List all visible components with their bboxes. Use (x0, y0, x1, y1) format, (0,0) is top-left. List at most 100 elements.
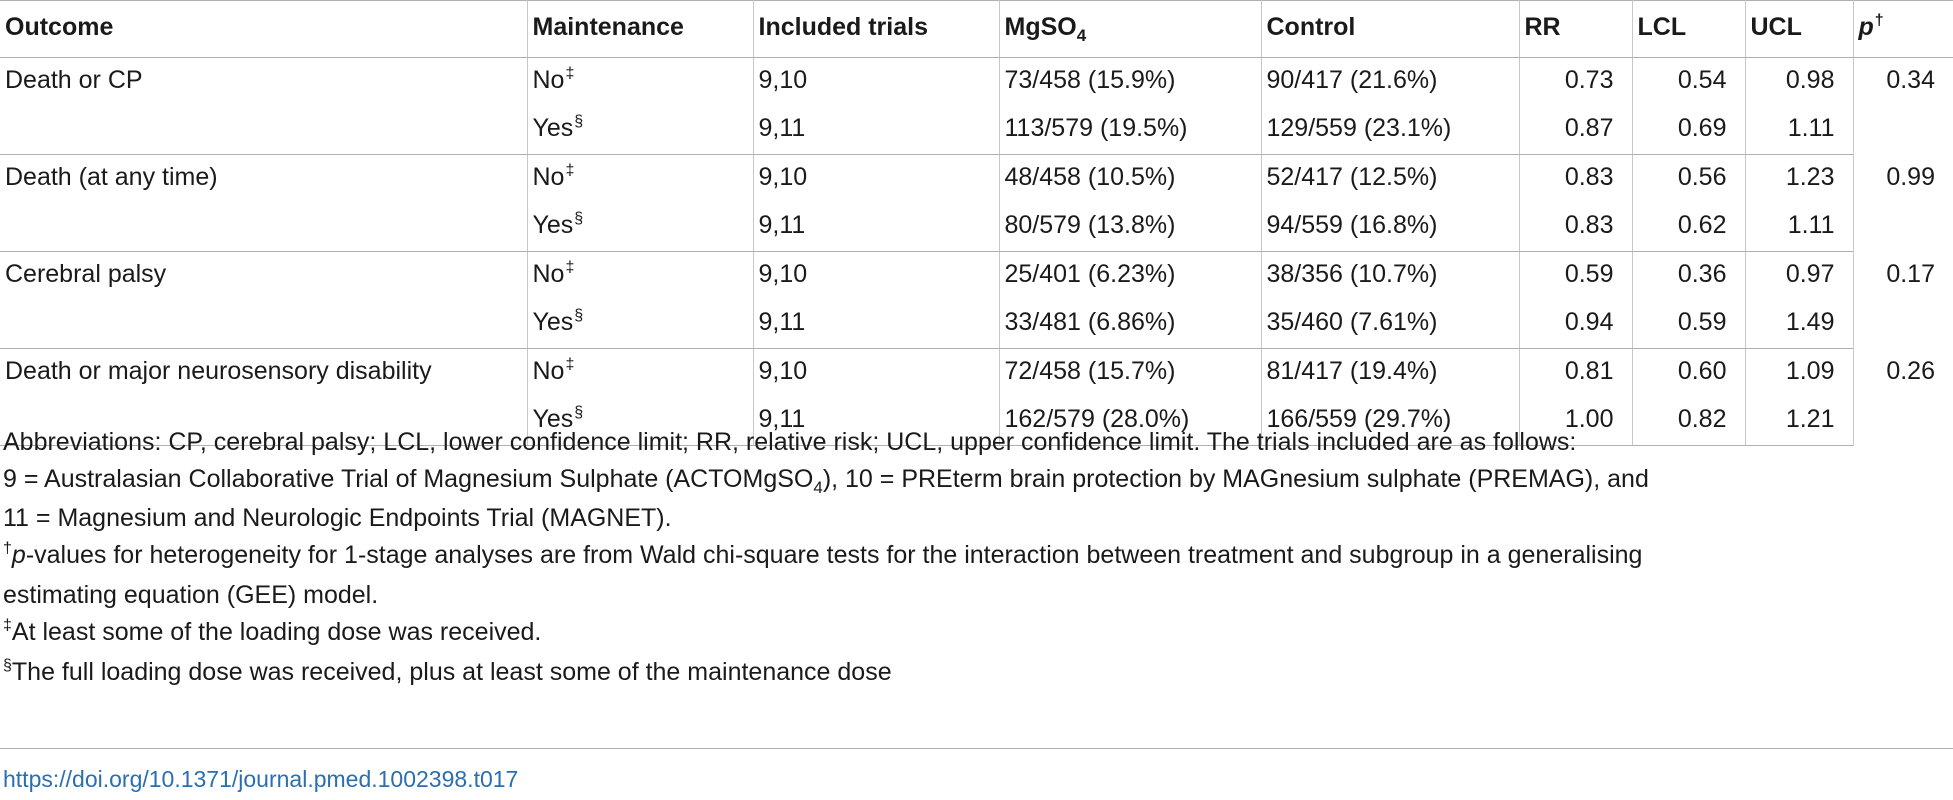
header-mgso4: MgSO4 (998, 0, 1262, 58)
control-cell: 166/559 (29.7%) (1260, 397, 1520, 446)
dagger-note-line1: †p-values for heterogeneity for 1-stage … (3, 537, 1943, 577)
maintenance-value: No (532, 260, 565, 288)
maintenance-value: Yes (532, 405, 574, 433)
ucl-cell: 1.21 (1744, 397, 1853, 446)
p-cell: 0.17 (1852, 251, 1953, 349)
ucl-cell: 1.23 (1744, 154, 1854, 203)
table-row: Death (at any time) No‡ 9,10 48/458 (10.… (0, 154, 1953, 252)
maintenance-value: Yes (532, 114, 574, 142)
maintenance-cell: No‡ (526, 154, 754, 203)
results-table: Outcome Maintenance Included trials MgSO… (0, 0, 1953, 446)
control-cell: 81/417 (19.4%) (1260, 348, 1520, 397)
trials-note-line1: 9 = Australasian Collaborative Trial of … (3, 461, 1943, 500)
outcome-cell: Death or major neurosensory disability (0, 348, 528, 446)
ucl-cell: 1.49 (1744, 300, 1853, 349)
lcl-cell: 0.62 (1631, 203, 1746, 252)
trials-cell: 9,11 (752, 203, 1000, 252)
header-p-text: p (1858, 13, 1874, 41)
mgso4-cell: 73/458 (15.9%) (998, 57, 1262, 106)
mgso4-cell: 25/401 (6.23%) (998, 251, 1262, 300)
ucl-cell: 0.98 (1744, 57, 1854, 106)
abbreviations-note: Abbreviations: CP, cerebral palsy; LCL, … (3, 428, 1577, 456)
doi-link[interactable]: https://doi.org/10.1371/journal.pmed.100… (3, 766, 519, 792)
footnote-mark: § (574, 210, 584, 227)
outcome-group-death-or-major-disability: Death or major neurosensory disability N… (0, 348, 1953, 446)
outcome-cell: Cerebral palsy (0, 251, 528, 349)
control-cell: 90/417 (21.6%) (1260, 57, 1520, 106)
table-footnotes: Abbreviations: CP, cerebral palsy; LCL, … (3, 424, 1943, 694)
header-mgso4-text: MgSO (1004, 13, 1077, 41)
footnote-mark: ‡ (565, 65, 575, 82)
footnote-mark: § (574, 113, 584, 130)
table-row: Yes§ 9,11 33/481 (6.86%) 35/460 (7.61%) … (0, 300, 1953, 349)
p-cell: 0.99 (1852, 154, 1953, 252)
dagger-mark: † (3, 540, 12, 557)
lcl-cell: 0.56 (1631, 154, 1746, 203)
maintenance-cell: Yes§ (527, 203, 754, 252)
footnote-mark: ‡ (565, 356, 575, 373)
ucl-cell: 0.97 (1744, 251, 1854, 300)
maintenance-cell: Yes§ (527, 106, 754, 155)
ddagger-note-text: At least some of the loading dose was re… (11, 618, 542, 646)
dagger-note-text-1: -values for heterogeneity for 1-stage an… (25, 541, 1643, 569)
mgso4-cell: 72/458 (15.7%) (998, 348, 1262, 397)
header-included-trials: Included trials (752, 0, 1000, 58)
mgso4-cell: 48/458 (10.5%) (998, 154, 1262, 203)
maintenance-value: No (532, 66, 565, 94)
footnote-mark: § (574, 404, 584, 421)
control-cell: 129/559 (23.1%) (1260, 106, 1520, 155)
outcome-cell: Death or CP (0, 57, 528, 155)
p-cell: 0.26 (1852, 348, 1953, 446)
mgso4-cell: 33/481 (6.86%) (998, 300, 1262, 349)
lcl-cell: 0.82 (1631, 397, 1746, 446)
lcl-cell: 0.60 (1631, 348, 1746, 397)
table-row: Yes§ 9,11 113/579 (19.5%) 129/559 (23.1%… (0, 106, 1953, 155)
rr-cell: 0.73 (1518, 57, 1633, 106)
header-p-mark: † (1874, 12, 1884, 29)
ucl-cell: 1.11 (1744, 203, 1853, 252)
lcl-cell: 0.36 (1631, 251, 1746, 300)
maintenance-cell: Yes§ (527, 397, 754, 446)
header-lcl: LCL (1631, 0, 1746, 58)
ucl-cell: 1.09 (1744, 348, 1854, 397)
trials-note-text-b: ), 10 = PREterm brain protection by MAGn… (822, 465, 1649, 493)
lcl-cell: 0.69 (1631, 106, 1746, 155)
dagger-p: p (11, 541, 26, 569)
maintenance-value: Yes (532, 308, 574, 336)
trials-cell: 9,10 (752, 154, 1000, 203)
bottom-divider (0, 748, 1953, 749)
header-outcome: Outcome (0, 0, 528, 58)
p-cell: 0.34 (1852, 57, 1953, 155)
control-cell: 38/356 (10.7%) (1260, 251, 1520, 300)
outcome-cell: Death (at any time) (0, 154, 528, 252)
footnote-mark: ‡ (565, 259, 575, 276)
trials-note-text-a: 9 = Australasian Collaborative Trial of … (3, 465, 814, 493)
maintenance-cell: No‡ (526, 348, 754, 397)
ucl-cell: 1.11 (1744, 106, 1853, 155)
lcl-cell: 0.59 (1631, 300, 1746, 349)
header-ucl: UCL (1744, 0, 1854, 58)
footnote-mark: ‡ (565, 162, 575, 179)
header-row: Outcome Maintenance Included trials MgSO… (0, 0, 1953, 58)
maintenance-cell: No‡ (526, 251, 754, 300)
maintenance-value: Yes (532, 211, 574, 239)
maintenance-value: No (532, 357, 565, 385)
trials-cell: 9,11 (752, 300, 1000, 349)
trials-cell: 9,10 (752, 251, 1000, 300)
rr-cell: 0.87 (1518, 106, 1633, 155)
lcl-cell: 0.54 (1631, 57, 1746, 106)
trials-note-line2: 11 = Magnesium and Neurologic Endpoints … (3, 504, 672, 532)
trials-cell: 9,11 (752, 106, 1000, 155)
section-mark: § (3, 657, 12, 674)
ddagger-note: ‡At least some of the loading dose was r… (3, 614, 1943, 654)
outcome-group-death-any-time: Death (at any time) No‡ 9,10 48/458 (10.… (0, 154, 1953, 252)
rr-cell: 0.83 (1518, 154, 1633, 203)
header-mgso4-subscript: 4 (1076, 26, 1087, 45)
section-note-text: The full loading dose was received, plus… (11, 658, 892, 686)
control-cell: 35/460 (7.61%) (1260, 300, 1520, 349)
rr-cell: 0.81 (1518, 348, 1633, 397)
section-note: §The full loading dose was received, plu… (3, 654, 1943, 694)
mgso4-cell: 80/579 (13.8%) (998, 203, 1262, 252)
mgso4-cell: 113/579 (19.5%) (998, 106, 1262, 155)
table-row: Death or CP No‡ 9,10 73/458 (15.9%) 90/4… (0, 57, 1953, 155)
